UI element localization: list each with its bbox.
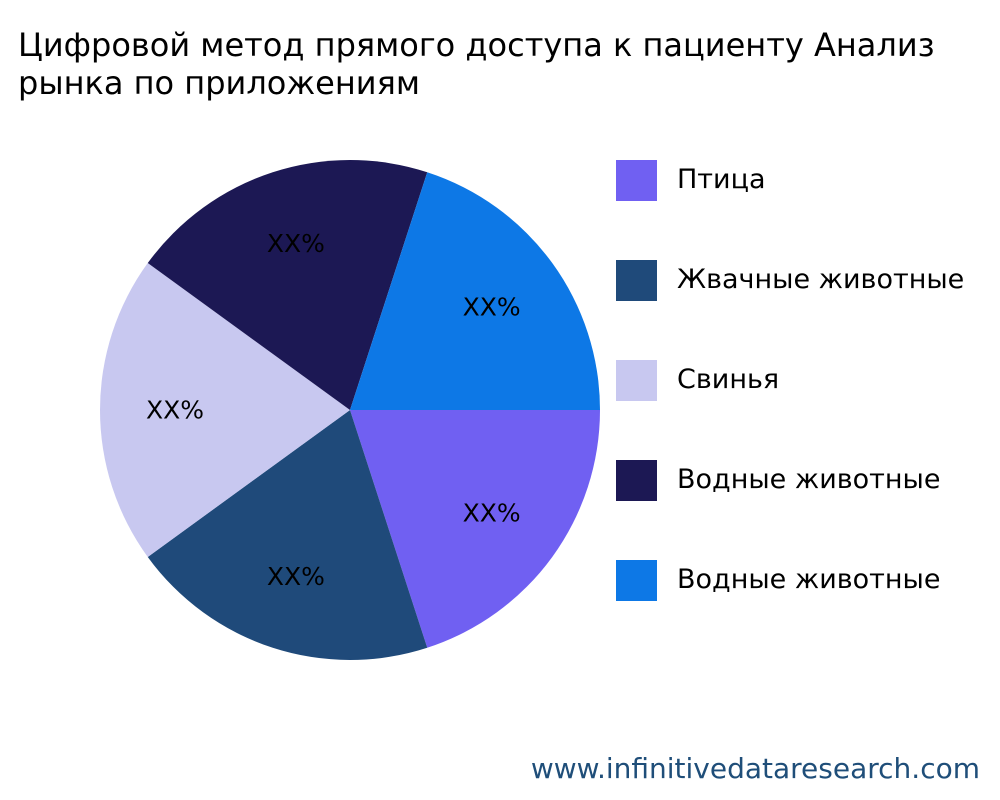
legend-item: Водные животные [616, 460, 1000, 501]
legend-swatch [616, 460, 657, 501]
slice-data-label: XX% [463, 498, 521, 527]
legend-item: Свинья [616, 360, 1000, 401]
legend-swatch [616, 560, 657, 601]
legend-item: Жвачные животные [616, 260, 1000, 301]
legend-item: Птица [616, 160, 1000, 201]
slice-data-label: XX% [267, 562, 325, 591]
pie-slice [350, 172, 600, 410]
legend-label: Птица [677, 164, 766, 195]
legend-label: Водные животные [677, 464, 941, 495]
chart-title: Цифровой метод прямого доступа к пациент… [18, 26, 1000, 102]
slice-data-label: XX% [267, 229, 325, 258]
legend-swatch [616, 360, 657, 401]
legend-swatch [616, 160, 657, 201]
pie-slice [100, 263, 350, 557]
legend-label: Свинья [677, 364, 780, 395]
legend-swatch [616, 260, 657, 301]
pie-slice [147, 410, 428, 660]
chart-title-line-1: Цифровой метод прямого доступа к пациент… [18, 26, 935, 64]
slice-data-label: XX% [146, 396, 204, 425]
slice-data-label: XX% [463, 293, 521, 322]
legend-label: Жвачные животные [677, 264, 965, 295]
chart-title-line-2: рынка по приложениям [18, 64, 420, 102]
pie-slice [147, 160, 428, 410]
legend-item: Водные животные [616, 560, 1000, 601]
legend-label: Водные животные [677, 564, 941, 595]
pie-slice [350, 410, 600, 648]
pie-chart: XX% XX% XX% XX% XX% [100, 160, 600, 660]
source-link[interactable]: www.infinitivedataresearch.com [530, 752, 980, 785]
